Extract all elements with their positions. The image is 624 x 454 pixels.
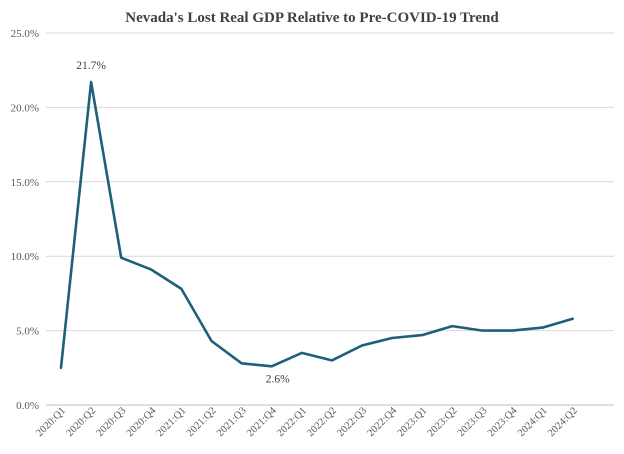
- x-tick-label: 2023:Q3: [456, 405, 490, 439]
- x-tick-label: 2023:Q1: [396, 405, 430, 439]
- x-tick-label: 2022:Q4: [365, 405, 399, 439]
- y-tick-label: 0.0%: [16, 400, 39, 412]
- x-tick-label: 2022:Q2: [305, 405, 339, 439]
- x-tick-label: 2021:Q3: [215, 405, 249, 439]
- series-line: [59, 80, 575, 370]
- y-tick-label: 20.0%: [11, 102, 39, 114]
- x-tick-label: 2021:Q1: [155, 405, 189, 439]
- x-tick-label: 2020:Q4: [125, 405, 159, 439]
- data-label: 21.7%: [76, 60, 106, 72]
- data-labels: 21.7% 2.6%: [76, 60, 290, 385]
- x-axis: 2020:Q12020:Q22020:Q32020:Q42021:Q12021:…: [34, 405, 579, 439]
- y-tick-label: 15.0%: [11, 177, 39, 189]
- x-tick-label: 2020:Q1: [34, 405, 68, 439]
- x-tick-label: 2024:Q2: [546, 405, 580, 439]
- y-axis: 0.0% 5.0% 10.0% 15.0% 20.0% 25.0%: [11, 28, 39, 412]
- x-tick-label: 2021:Q2: [185, 405, 219, 439]
- x-tick-label: 2024:Q1: [516, 405, 550, 439]
- y-tick-label: 5.0%: [16, 326, 39, 338]
- x-tick-label: 2022:Q3: [335, 405, 369, 439]
- x-tick-label: 2022:Q1: [275, 405, 309, 439]
- y-tick-label: 10.0%: [11, 251, 39, 263]
- chart-title: Nevada's Lost Real GDP Relative to Pre-C…: [125, 10, 499, 26]
- gridlines: [46, 32, 614, 406]
- x-tick-label: 2020:Q3: [95, 405, 129, 439]
- x-tick-label: 2020:Q2: [64, 405, 98, 439]
- series-layer: [59, 80, 575, 370]
- x-tick-label: 2023:Q4: [486, 405, 520, 439]
- x-tick-label: 2023:Q2: [426, 405, 460, 439]
- y-tick-label: 25.0%: [11, 28, 39, 40]
- data-label: 2.6%: [266, 373, 290, 385]
- x-tick-label: 2021:Q4: [245, 405, 279, 439]
